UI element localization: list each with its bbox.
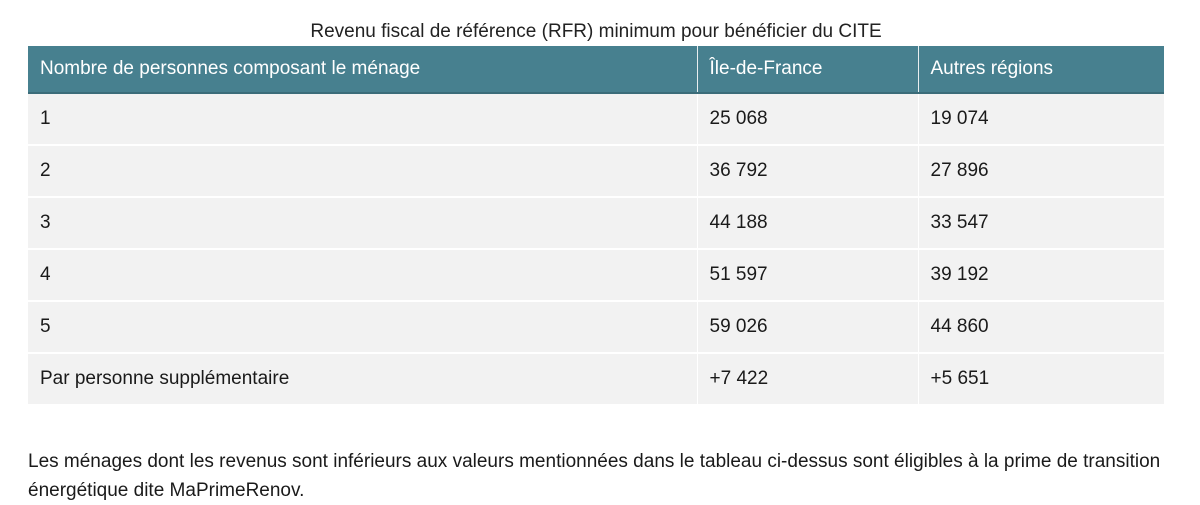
eligibility-note: Les ménages dont les revenus sont inféri… xyxy=(28,451,1161,501)
cell-ile-de-france: 44 188 xyxy=(697,196,919,249)
table-row: 4 51 597 39 192 xyxy=(28,248,1164,301)
cell-ile-de-france: 36 792 xyxy=(697,144,919,197)
table-row: 1 25 068 19 074 xyxy=(28,92,1164,145)
table-row: 5 59 026 44 860 xyxy=(28,300,1164,353)
rfr-table: Nombre de personnes composant le ménage … xyxy=(28,46,1164,404)
table-row: 2 36 792 27 896 xyxy=(28,144,1164,197)
cell-other-regions: 27 896 xyxy=(918,144,1164,197)
cell-ile-de-france: 59 026 xyxy=(697,300,919,353)
cell-ile-de-france: 25 068 xyxy=(697,92,919,145)
table-caption: Revenu fiscal de référence (RFR) minimum… xyxy=(310,21,882,42)
cell-household-size: 2 xyxy=(28,144,698,197)
cell-other-regions: 44 860 xyxy=(918,300,1164,353)
cell-household-size: 1 xyxy=(28,92,698,145)
table-row: Par personne supplémentaire +7 422 +5 65… xyxy=(28,352,1164,404)
header-household-size: Nombre de personnes composant le ménage xyxy=(28,46,698,94)
cell-other-regions: 39 192 xyxy=(918,248,1164,301)
cell-ile-de-france: +7 422 xyxy=(697,352,919,404)
cell-household-size: 3 xyxy=(28,196,698,249)
header-other-regions: Autres régions xyxy=(918,46,1164,94)
table-row: 3 44 188 33 547 xyxy=(28,196,1164,249)
cell-household-size: 4 xyxy=(28,248,698,301)
table-header-row: Nombre de personnes composant le ménage … xyxy=(28,46,1164,94)
cell-other-regions: +5 651 xyxy=(918,352,1164,404)
cell-ile-de-france: 51 597 xyxy=(697,248,919,301)
cell-household-size: Par personne supplémentaire xyxy=(28,352,698,404)
cell-other-regions: 19 074 xyxy=(918,92,1164,145)
cell-other-regions: 33 547 xyxy=(918,196,1164,249)
header-ile-de-france: Île-de-France xyxy=(697,46,919,94)
cell-household-size: 5 xyxy=(28,300,698,353)
